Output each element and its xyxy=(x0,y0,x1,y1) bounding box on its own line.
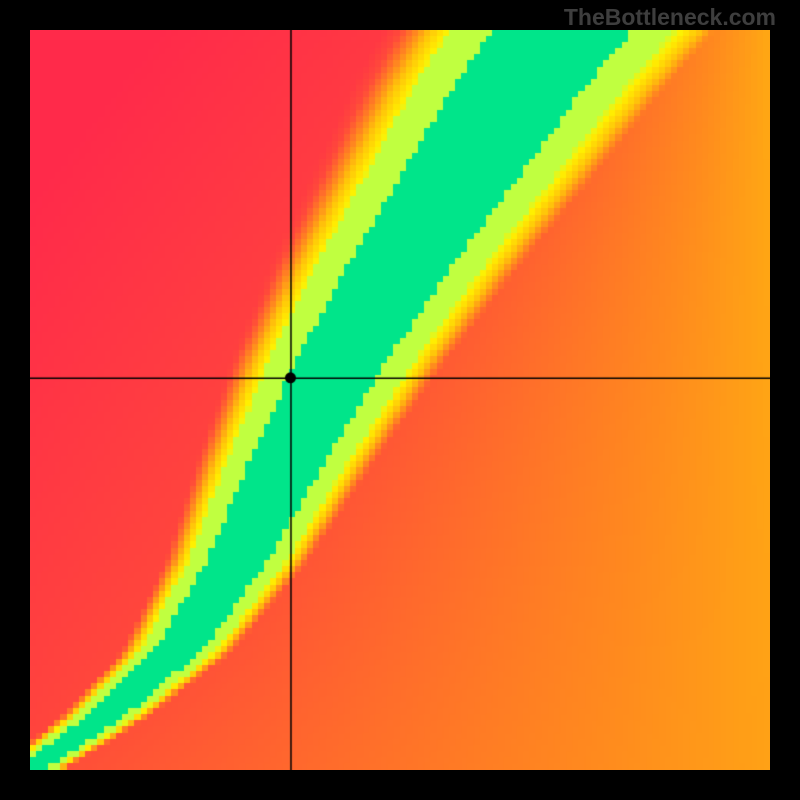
watermark-text: TheBottleneck.com xyxy=(564,4,776,31)
heatmap-canvas xyxy=(30,30,770,770)
chart-container: TheBottleneck.com xyxy=(0,0,800,800)
